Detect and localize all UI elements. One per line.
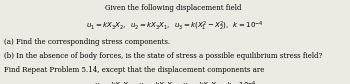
- Text: (b) In the absence of body forces, is the state of stress a possible equilibrium: (b) In the absence of body forces, is th…: [4, 52, 322, 60]
- Text: $u_1 = kX_2 X_3,\;\; u_2 = kX_1 X_3,\;\; u_3 = kX_1 X_2,\;\; k = 10^{-4}$: $u_1 = kX_2 X_3,\;\; u_2 = kX_1 X_3,\;\;…: [94, 80, 256, 84]
- Text: Find Repeat Problem 5.14, except that the displacement components are: Find Repeat Problem 5.14, except that th…: [4, 66, 264, 74]
- Text: $u_1 = kX_3 X_2,\;\; u_2 = kX_3 X_1,\;\; u_3 = k(X_1^2 - X_2^2),\;\; k = 10^{-4}: $u_1 = kX_3 X_2,\;\; u_2 = kX_3 X_1,\;\;…: [86, 20, 264, 33]
- Text: Given the following displacement field: Given the following displacement field: [105, 4, 241, 12]
- Text: (a) Find the corresponding stress components.: (a) Find the corresponding stress compon…: [4, 38, 170, 46]
